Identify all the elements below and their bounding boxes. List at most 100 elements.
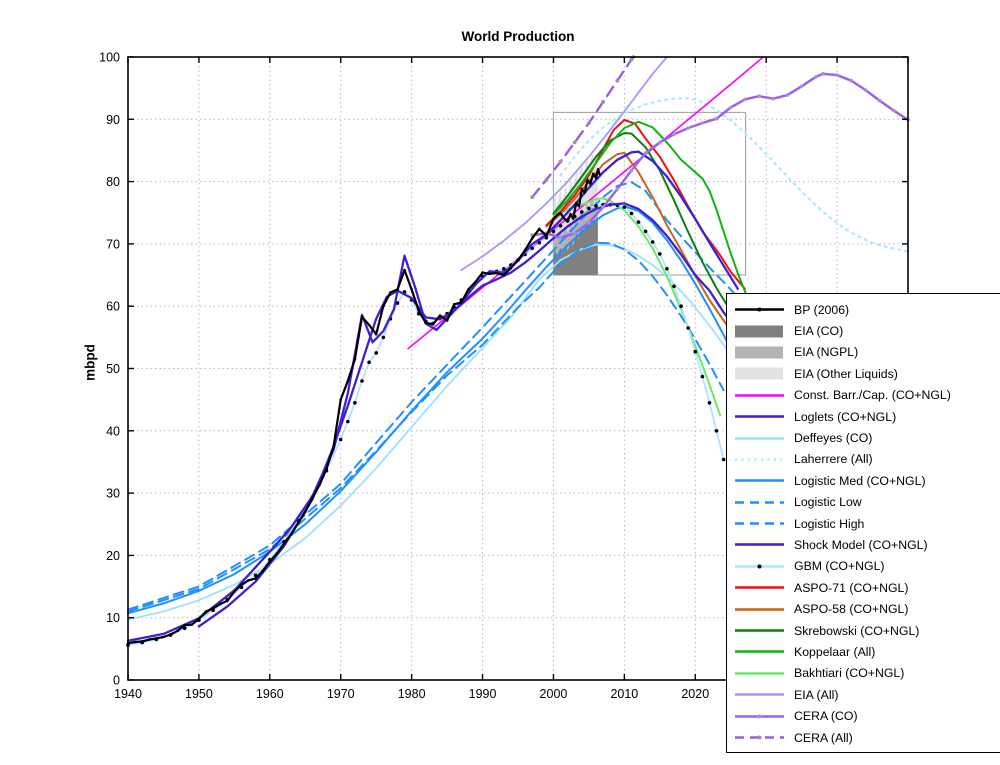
marker-bp bbox=[133, 640, 137, 644]
y-tick-label: 60 bbox=[106, 300, 120, 314]
x-tick-label: 1980 bbox=[398, 687, 426, 701]
y-tick-label: 90 bbox=[106, 113, 120, 127]
legend-entry-label: EIA (Other Liquids) bbox=[794, 366, 898, 381]
legend-swatch-icon bbox=[735, 735, 784, 740]
legend-entry: EIA (NGPL) bbox=[734, 342, 1000, 363]
marker-bp bbox=[325, 467, 328, 471]
legend-entry-label: Koppelaar (All) bbox=[794, 644, 876, 659]
legend-swatch-icon bbox=[735, 415, 784, 418]
y-tick-label: 40 bbox=[106, 424, 120, 438]
marker-cera_all bbox=[558, 159, 563, 164]
marker-cera_co bbox=[785, 93, 790, 97]
legend-entry: GBM (CO+NGL) bbox=[734, 556, 1000, 577]
marker-gbm bbox=[395, 301, 400, 305]
legend-entry: ASPO-58 (CO+NGL) bbox=[734, 598, 1000, 619]
marker-gbm bbox=[374, 351, 379, 355]
marker-bp bbox=[318, 483, 321, 487]
legend-swatch-icon bbox=[735, 458, 784, 461]
x-tick-label: 2000 bbox=[540, 687, 568, 701]
marker-cera_co bbox=[629, 168, 634, 173]
marker-gbm bbox=[693, 349, 698, 354]
marker-bp bbox=[289, 532, 293, 536]
x-tick-label: 1990 bbox=[469, 687, 497, 701]
tick-labels: 1940 1950 1960 1970 1980 1990 2000 2010 2020 0 10 2… bbox=[99, 51, 709, 702]
legend-swatch-icon bbox=[735, 543, 784, 547]
marker-bp bbox=[296, 521, 300, 525]
legend-entry: Skrebowski (CO+NGL) bbox=[734, 620, 1000, 641]
marker-bp bbox=[417, 309, 421, 312]
marker-cera_co bbox=[686, 126, 690, 130]
legend-entry: Bakhtiari (CO+NGL) bbox=[734, 663, 1000, 684]
legend-entry: CERA (CO) bbox=[734, 705, 1000, 726]
legend-entry-label: Const. Barr./Cap. (CO+NGL) bbox=[794, 388, 951, 403]
legend-entry-label: Shock Model (CO+NGL) bbox=[794, 537, 928, 552]
marker-gbm bbox=[558, 224, 563, 228]
marker-bp bbox=[580, 187, 584, 191]
legend-entry: EIA (CO) bbox=[734, 320, 1000, 341]
marker-bp bbox=[211, 607, 215, 610]
marker-gbm bbox=[580, 210, 584, 214]
marker-cera_co bbox=[821, 72, 825, 76]
legend-entry-label: Laherrere (All) bbox=[794, 452, 873, 467]
marker-bp bbox=[304, 510, 307, 514]
x-tick-label: 1960 bbox=[256, 687, 284, 701]
y-tick-label: 0 bbox=[113, 674, 120, 688]
legend-entry: Koppelaar (All) bbox=[734, 641, 1000, 662]
y-tick-label: 50 bbox=[106, 362, 120, 376]
marker-bp bbox=[374, 332, 378, 336]
legend-swatch-icon bbox=[735, 436, 784, 440]
legend-entry: Logistic Med (CO+NGL) bbox=[734, 470, 1000, 491]
marker-cera_co bbox=[658, 140, 662, 145]
legend-swatch-icon bbox=[735, 394, 784, 397]
marker-gbm bbox=[594, 204, 598, 208]
marker-cera_co bbox=[835, 73, 839, 77]
marker-bp bbox=[183, 623, 186, 627]
legend-entry: ASPO-71 (CO+NGL) bbox=[734, 577, 1000, 598]
marker-gbm bbox=[502, 267, 506, 271]
marker-cera_co bbox=[728, 105, 733, 110]
marker-bp bbox=[176, 629, 179, 633]
marker-cera_co bbox=[572, 231, 577, 236]
marker-gbm bbox=[629, 211, 634, 216]
series-koppelaar bbox=[552, 120, 753, 309]
legend-entry: Logistic High bbox=[734, 513, 1000, 534]
series-logistic_med bbox=[127, 205, 739, 615]
series-aspo71 bbox=[545, 118, 746, 290]
legend-swatch-icon bbox=[735, 607, 784, 611]
legend-swatch-icon bbox=[735, 650, 784, 654]
legend-entry-label: Skrebowski (CO+NGL) bbox=[794, 623, 920, 638]
marker-bp bbox=[204, 610, 208, 613]
marker-gbm bbox=[700, 374, 705, 379]
legend-entry: Loglets (CO+NGL) bbox=[734, 406, 1000, 427]
legend-entry-label: Logistic High bbox=[794, 516, 865, 531]
marker-bp bbox=[226, 599, 229, 603]
series-shock bbox=[197, 202, 739, 628]
marker-bp bbox=[467, 288, 470, 291]
marker-gbm bbox=[530, 246, 534, 251]
legend-swatch-icon bbox=[735, 522, 784, 525]
x-tick-label: 1940 bbox=[114, 687, 142, 701]
legend-swatch-icon bbox=[735, 629, 784, 632]
marker-bp bbox=[445, 319, 449, 322]
marker-bp bbox=[474, 280, 477, 284]
x-tick-label: 1950 bbox=[185, 687, 213, 701]
marker-gbm bbox=[587, 206, 591, 211]
marker-bp bbox=[502, 273, 506, 277]
marker-gbm bbox=[346, 419, 350, 424]
marker-gbm bbox=[658, 252, 662, 256]
marker-cera_co bbox=[877, 98, 882, 103]
marker-gbm bbox=[182, 626, 187, 631]
legend-swatch-icon bbox=[735, 693, 784, 696]
marker-cera_co bbox=[757, 94, 761, 98]
series-logistic_low bbox=[127, 241, 725, 613]
series-loglets bbox=[126, 150, 739, 642]
marker-cera_co bbox=[799, 84, 804, 89]
legend-swatch-icon bbox=[735, 307, 784, 312]
marker-cera_co bbox=[849, 78, 854, 83]
legend-entry-label: Loglets (CO+NGL) bbox=[794, 409, 897, 424]
marker-gbm bbox=[721, 457, 726, 462]
legend-entry-label: GBM (CO+NGL) bbox=[794, 559, 885, 574]
marker-bp bbox=[530, 237, 534, 240]
marker-bp bbox=[509, 266, 513, 270]
